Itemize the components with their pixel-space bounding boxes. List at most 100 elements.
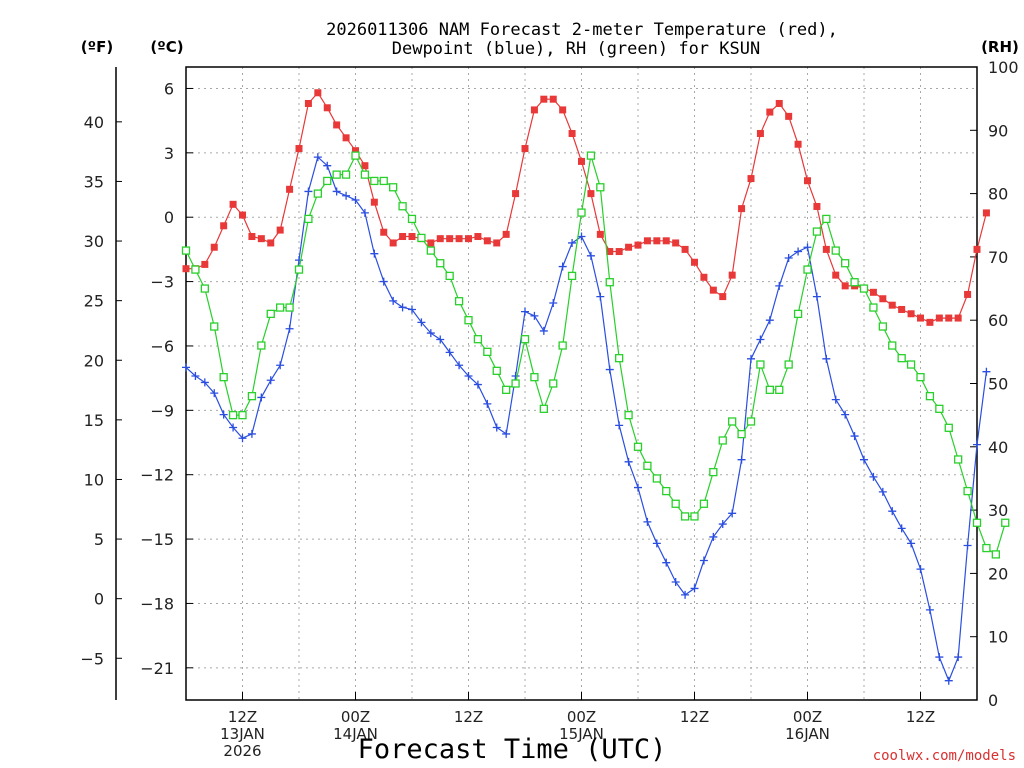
temperature-point (427, 239, 435, 247)
temperature-point (521, 145, 529, 153)
rh-point (897, 354, 906, 363)
dewpoint-point (954, 653, 963, 662)
temperature-point (869, 288, 877, 296)
dewpoint-point (822, 354, 831, 363)
temperature-point (540, 95, 548, 103)
temperature-point (493, 239, 501, 247)
rh-point (464, 316, 473, 325)
rh-point (238, 410, 247, 420)
rh-point (549, 379, 558, 388)
dewpoint-point (210, 389, 219, 398)
dewpoint-point (502, 429, 511, 438)
temperature-point (898, 305, 906, 313)
rh-point (341, 170, 351, 179)
temperature-point (257, 235, 265, 243)
temperature-point (653, 237, 661, 245)
temperature-point (841, 282, 849, 290)
rh-point (662, 486, 671, 496)
temperature-point (813, 202, 821, 210)
temperature-point (738, 205, 746, 213)
axes (115, 66, 978, 701)
dewpoint-point (812, 292, 821, 301)
chart-title-line2: Dewpoint (blue), RH (green) for KSUN (392, 39, 760, 59)
temperature-point (973, 245, 981, 253)
rh-point (793, 309, 803, 319)
rh-point (718, 436, 727, 445)
temperature-point (615, 248, 623, 256)
dewpoint-point (389, 296, 398, 305)
rh-point (445, 271, 454, 281)
rh-point (982, 543, 991, 553)
rh-point (605, 278, 614, 287)
x-tick-label: 16JAN (785, 725, 830, 743)
dewpoint-point (511, 371, 520, 380)
temperature-point (342, 134, 350, 142)
dewpoint-point (219, 410, 228, 419)
temperature-point (229, 200, 237, 208)
celsius-tick-label: 3 (164, 144, 174, 163)
rh-point (181, 246, 191, 255)
rh-point (841, 259, 850, 268)
dewpoint-point (935, 653, 944, 662)
dewpoint-point (304, 187, 313, 196)
dewpoint-point (982, 367, 991, 376)
rh-tick-label: 60 (988, 311, 1008, 330)
dewpoint-point (229, 423, 238, 432)
dewpoint-point (850, 432, 859, 441)
temperature-point (436, 235, 444, 243)
rh-point (200, 284, 209, 293)
dewpoint-point (831, 395, 840, 404)
dewpoint-point (436, 335, 445, 344)
rh-unit-label: (RH) (981, 38, 1019, 56)
dewpoint-point (878, 487, 887, 496)
rh-point (351, 151, 360, 160)
temperature-point (634, 241, 642, 249)
rh-point (633, 442, 643, 451)
rh-tick-label: 90 (988, 121, 1008, 140)
dewpoint-point (784, 253, 793, 262)
rh-point (502, 385, 511, 394)
dewpoint-point (907, 539, 916, 548)
temperature-point (201, 260, 209, 268)
dewpoint-point (690, 584, 699, 593)
dewpoint-point (794, 247, 803, 256)
dewpoint-point (549, 299, 558, 308)
temperature-point (389, 239, 397, 247)
credit-link[interactable]: coolwx.com/models (873, 748, 1016, 764)
dewpoint-point (860, 455, 868, 464)
temperature-point (747, 175, 755, 183)
temperature-point (681, 245, 689, 253)
temperature-point (728, 271, 736, 279)
dewpoint-point (351, 196, 360, 205)
dewpoint-point (944, 676, 953, 685)
rh-point (756, 360, 765, 369)
celsius-tick-label: −21 (140, 659, 174, 678)
temperature-point (596, 230, 604, 238)
dewpoint-point (728, 509, 737, 518)
temperature-point (512, 190, 520, 198)
x-tick-label: 12Z (228, 708, 257, 726)
dewpoint-point (916, 565, 925, 574)
rh-point (539, 404, 548, 413)
x-tick-label: 00Z (567, 708, 596, 726)
rh-point (492, 366, 501, 375)
temperature-point (239, 211, 246, 219)
rh-point (370, 176, 379, 186)
temperature-point (832, 271, 840, 279)
rh-point (257, 341, 266, 350)
dewpoint-point (379, 277, 388, 286)
temperature-point (455, 235, 463, 243)
series-line (185, 155, 987, 683)
rh-tick-label: 30 (988, 501, 1008, 520)
temperature-point (907, 310, 915, 318)
temperature-point (559, 106, 567, 114)
dewpoint-point (577, 232, 586, 241)
dewpoint-point (455, 361, 464, 370)
rh-point (1001, 518, 1010, 527)
celsius-tick-label: −15 (140, 530, 174, 549)
temperature-point (248, 233, 256, 241)
dewpoint-point (539, 326, 548, 335)
rh-point (680, 512, 690, 521)
temperature-point (530, 106, 538, 114)
temperature-point (709, 286, 717, 294)
